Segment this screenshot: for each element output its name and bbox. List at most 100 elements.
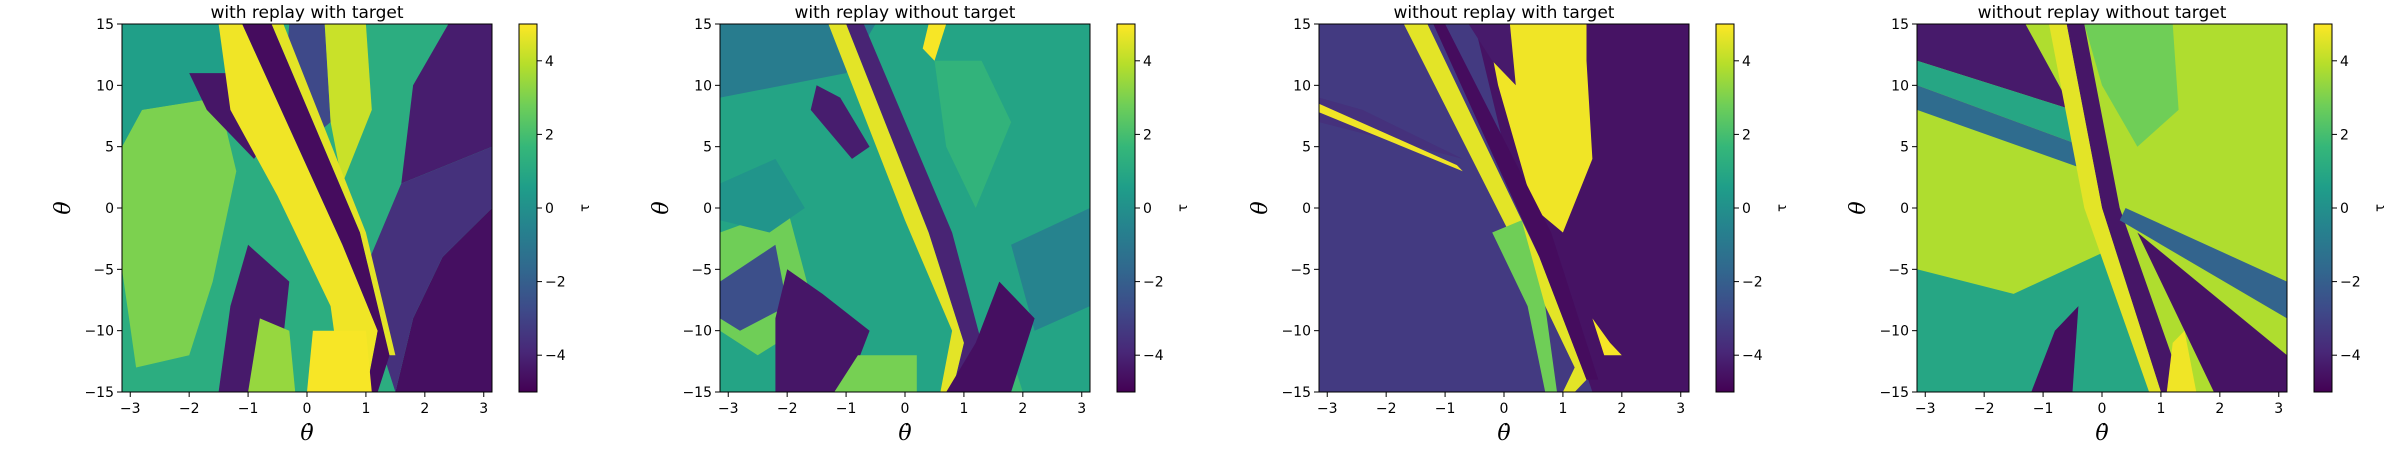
x-axis-label: θ̇ (898, 421, 911, 446)
y-axis-label: θ (649, 201, 674, 214)
y-tick-label: 15 (1891, 17, 1909, 33)
x-tick-label: −2 (777, 401, 798, 417)
colorbar-tick-label: −4 (1742, 348, 1763, 364)
chart-title: with replay without target (795, 3, 1016, 23)
x-tick-label: 0 (901, 401, 910, 417)
chart-title: without replay with target (1394, 3, 1615, 23)
heatmap-region (218, 24, 378, 392)
heatmap-region (810, 85, 870, 159)
heatmap-region (2084, 24, 2179, 147)
heatmap-region (828, 24, 964, 392)
heatmap-region (1917, 85, 2091, 172)
x-tick-label: −3 (718, 401, 739, 417)
x-tick-label: 0 (2098, 401, 2107, 417)
x-tick-label: 0 (1500, 401, 1509, 417)
y-tick-label: 0 (105, 201, 114, 217)
x-tick-label: −3 (1915, 401, 1936, 417)
y-tick-label: −5 (93, 262, 114, 278)
x-tick-label: −2 (179, 401, 200, 417)
x-tick-label: 1 (959, 401, 968, 417)
colorbar-label: τ (578, 204, 593, 212)
y-tick-label: 5 (105, 140, 114, 156)
colorbar (518, 23, 538, 393)
x-tick-label: 2 (1617, 401, 1626, 417)
heatmap-region (922, 24, 947, 61)
y-tick-label: 0 (703, 201, 712, 217)
colorbar-tick-label: 2 (1143, 127, 1152, 143)
colorbar (1116, 23, 1136, 393)
y-tick-label: −10 (682, 324, 712, 340)
heatmap-region (242, 24, 390, 392)
heatmap-region (2166, 330, 2197, 392)
chart-panel-4: without replay without target−3 −2 −1 0 1 2 3−… (1846, 3, 2388, 446)
heatmap-region (1319, 103, 1463, 172)
colorbar-label: τ (1775, 204, 1790, 212)
heatmap-region (360, 146, 492, 392)
y-tick-label: −5 (1888, 262, 1909, 278)
chart-panel-2: with replay without target −3 −2 −1 0 1 2 3 −1 5 −… (649, 3, 1191, 446)
colorbar-tick-label: 4 (1143, 54, 1152, 70)
heatmap-regions (1917, 24, 2287, 392)
heatmap-region (122, 24, 249, 147)
x-tick-label: 1 (2156, 401, 2165, 417)
colorbar (2313, 23, 2333, 393)
colorbar-tick-label: 2 (1742, 127, 1751, 143)
y-axis-label: θ (1846, 201, 1871, 214)
heatmap-region (775, 269, 870, 392)
heatmap-regions (122, 24, 492, 392)
heatmap-region (324, 24, 372, 184)
colorbar-tick-label: −2 (1143, 275, 1164, 291)
y-tick-label: −15 (1879, 385, 1909, 401)
y-tick-label: 5 (1900, 140, 1909, 156)
y-tick-label: −5 (691, 262, 712, 278)
x-tick-label: 3 (479, 401, 488, 417)
colorbar-label: τ (1176, 204, 1191, 212)
chart-title: without replay without target (1978, 3, 2227, 23)
x-tick-label: −1 (238, 401, 259, 417)
heatmap-region (2066, 24, 2185, 392)
heatmap-region (1319, 97, 1463, 159)
y-axis-label: θ (1248, 201, 1273, 214)
x-tick-label: 3 (1676, 401, 1685, 417)
heatmap-region (2119, 208, 2287, 319)
colorbar-tick-label: 4 (545, 54, 554, 70)
x-axis-label: θ̇ (2095, 421, 2108, 446)
x-axis-label: θ̇ (1497, 421, 1510, 446)
colorbar-tick-label: −4 (1143, 348, 1164, 364)
chart-panel-3: without replay with target−3 −2 −1 0 1 2 3−15−… (1248, 3, 1790, 446)
y-tick-label: 15 (1293, 17, 1311, 33)
colorbar-tick-label: 0 (1742, 201, 1751, 217)
heatmap-region (1917, 244, 2150, 392)
heatmap-region (2137, 232, 2287, 392)
heatmap-region (2031, 306, 2079, 392)
heatmap-regions (720, 24, 1090, 392)
colorbar-tick-label: −2 (545, 275, 566, 291)
heatmap-region (1592, 318, 1622, 356)
y-tick-label: 15 (694, 17, 712, 33)
y-tick-label: 5 (703, 140, 712, 156)
x-tick-label: −3 (1317, 401, 1338, 417)
heatmap-region (946, 281, 1035, 392)
heatmap-region (122, 97, 237, 368)
heatmap-region (1917, 24, 2073, 110)
x-tick-label: −2 (1376, 401, 1397, 417)
x-tick-label: −1 (836, 401, 857, 417)
x-axis-label: θ̇ (300, 421, 313, 446)
colorbar-label: τ (2373, 204, 2388, 212)
x-tick-label: 3 (2274, 401, 2283, 417)
x-tick-label: 2 (420, 401, 429, 417)
y-tick-label: 5 (1302, 140, 1311, 156)
heatmap-region (846, 24, 982, 392)
x-tick-label: 2 (1018, 401, 1027, 417)
heatmap-region (934, 60, 1012, 208)
heatmap-region (401, 24, 492, 184)
x-tick-label: 1 (361, 401, 370, 417)
colorbar-tick-label: −4 (545, 348, 566, 364)
colorbar-tick-label: 0 (545, 201, 554, 217)
heatmap-region (1917, 60, 2085, 147)
heatmap-region (248, 318, 296, 392)
x-tick-label: −1 (2033, 401, 2054, 417)
x-tick-label: 3 (1077, 401, 1086, 417)
colorbar-tick-label: 4 (2340, 54, 2349, 70)
